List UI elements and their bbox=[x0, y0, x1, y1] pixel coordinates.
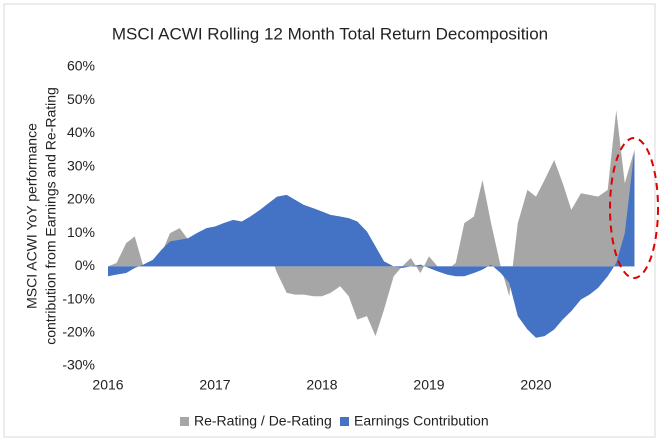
x-tick-label: 2016 bbox=[92, 377, 123, 393]
legend-swatch bbox=[180, 417, 189, 426]
y-tick-label: 50% bbox=[67, 91, 95, 107]
y-tick-label: -20% bbox=[62, 323, 95, 339]
legend-swatch bbox=[340, 417, 349, 426]
legend-label: Re-Rating / De-Rating bbox=[194, 413, 332, 429]
area bbox=[108, 110, 635, 337]
area bbox=[108, 150, 635, 338]
chart-title: MSCI ACWI Rolling 12 Month Total Return … bbox=[112, 24, 548, 43]
y-tick-label: 0% bbox=[75, 257, 95, 273]
y-axis-title: contribution from Earnings and Re-Rating bbox=[43, 87, 59, 345]
x-tick-label: 2019 bbox=[413, 377, 444, 393]
x-tick-label: 2018 bbox=[306, 377, 337, 393]
y-tick-label: 40% bbox=[67, 124, 95, 140]
x-tick-label: 2020 bbox=[520, 377, 551, 393]
x-tick-label: 2017 bbox=[199, 377, 230, 393]
y-tick-label: 60% bbox=[67, 58, 95, 74]
y-tick-label: -30% bbox=[62, 357, 95, 373]
plot: 60% 50% 40% 30% 20% 10% 0% -10% -20% -30% 2016 2017… bbox=[62, 58, 635, 429]
y-tick-label: 30% bbox=[67, 157, 95, 173]
y-axis-title: MSCI ACWI YoY performance bbox=[24, 123, 40, 309]
legend-label: Earnings Contribution bbox=[354, 413, 489, 429]
highlight-ellipse bbox=[609, 137, 659, 279]
y-tick-label: -10% bbox=[62, 290, 95, 306]
y-tick-label: 20% bbox=[67, 191, 95, 207]
y-tick-label: 10% bbox=[67, 224, 95, 240]
